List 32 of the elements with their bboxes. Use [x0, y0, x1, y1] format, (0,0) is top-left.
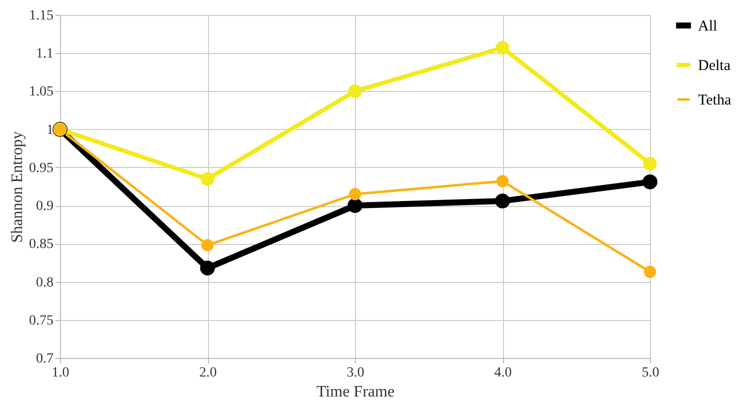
y-tick-label: 1.1	[36, 46, 54, 62]
y-tick-label: 0.8	[36, 275, 54, 290]
legend-label: All	[698, 18, 718, 34]
x-tick-label: 3.0	[346, 366, 364, 380]
point	[495, 194, 510, 208]
y-tick-label: 0.95	[29, 160, 54, 176]
y-tick-label: 1.05	[29, 84, 54, 100]
legend-label: Delta	[698, 58, 731, 74]
point	[642, 174, 658, 190]
legend-label: Tetha	[698, 92, 732, 108]
x-axis-title: Time Frame	[316, 384, 395, 400]
point	[496, 175, 509, 188]
point	[644, 266, 656, 278]
x-tick-label: 2.0	[199, 366, 217, 380]
y-tick-label: 0.7	[36, 352, 54, 366]
point	[496, 40, 510, 55]
x-tick-label: 4.0	[494, 366, 512, 380]
point	[200, 172, 214, 186]
y-tick-label: 0.85	[29, 237, 54, 252]
point	[348, 84, 362, 98]
y-tick-label: 0.9	[36, 199, 54, 214]
point	[348, 188, 362, 200]
x-tick-label: 1.0	[52, 366, 70, 380]
point	[201, 239, 214, 252]
y-tick-label: 0.75	[29, 313, 54, 328]
y-tick-label: 1	[46, 122, 54, 138]
point	[348, 198, 362, 213]
x-tick-label: 5.0	[642, 366, 660, 380]
y-axis-title: Shannon Entropy	[9, 131, 26, 243]
y-tick-label: 1.15	[29, 8, 54, 24]
point	[200, 260, 215, 276]
point	[643, 156, 657, 170]
